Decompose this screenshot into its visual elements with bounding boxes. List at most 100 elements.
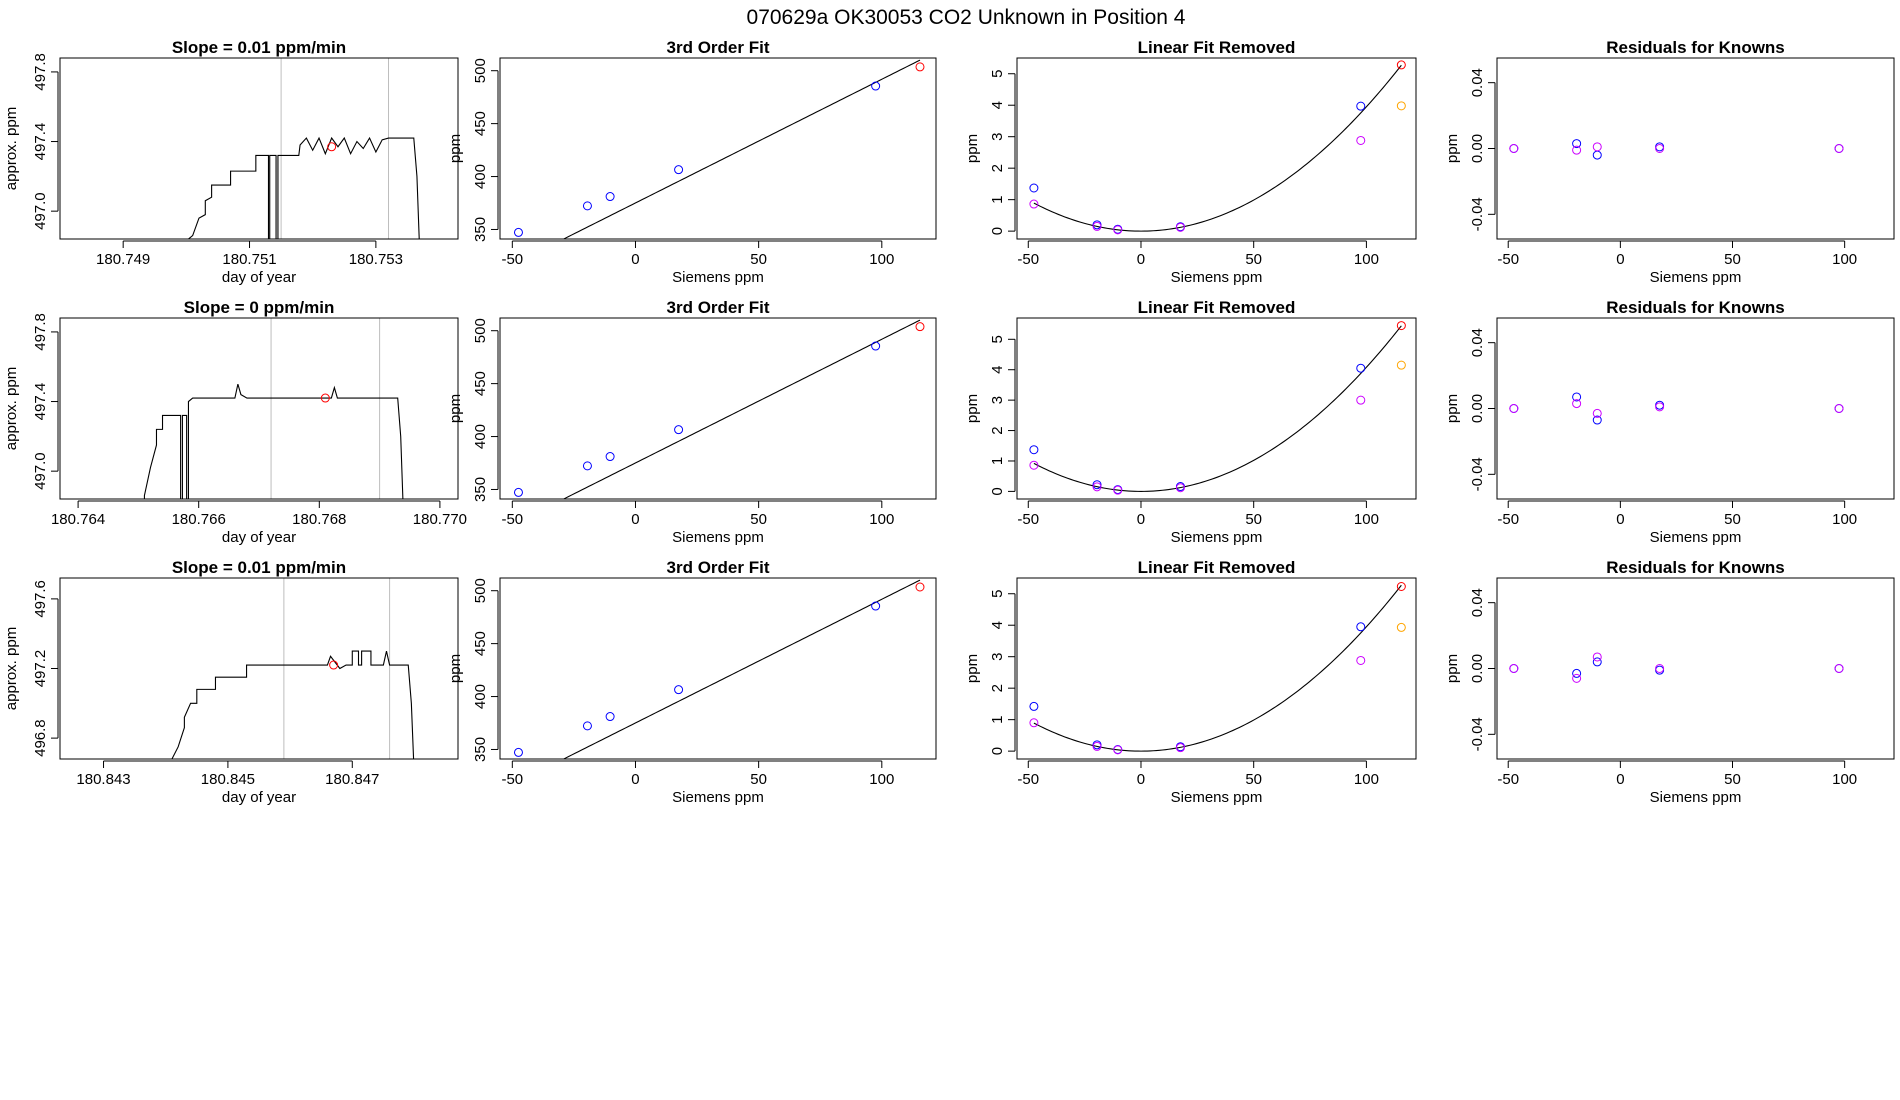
plot-area [171,578,415,759]
y-tick-label: 350 [472,737,489,762]
data-point [1113,485,1123,495]
x-axis-label: Siemens ppm [1650,269,1742,286]
plot-area [1509,139,1844,160]
y-axis-label: ppm [447,654,464,683]
x-tick-label: 0 [631,511,639,528]
x-tick-label: 50 [750,771,767,788]
y-tick-label: 497.4 [32,123,49,161]
panel-lin-3: Linear Fit Removed -50 0 50 100 Siemens ppm 0 1… [964,558,1417,806]
x-tick-label: 0 [1137,511,1145,528]
plot-area [513,59,925,239]
data-point [1655,402,1665,412]
plot-area [1509,392,1844,425]
series-line [143,383,404,499]
data-point [1092,480,1102,490]
x-axis-label: Siemens ppm [672,269,764,286]
x-axis: 180.749 180.751 180.753 day of year [96,240,403,286]
y-axis: -0.04 0.00 0.04 ppm [1444,68,1496,231]
panel-title: Linear Fit Removed [1138,558,1296,577]
data-point [582,201,592,211]
x-axis-label: day of year [222,269,296,286]
plot-frame [1016,317,1417,500]
y-axis: 350 400 450 500 ppm [447,318,499,502]
y-tick-label: 350 [472,477,489,502]
x-tick-label: -50 [1017,251,1039,268]
data-point [1572,399,1582,409]
panel-res-2: Residuals for Knowns -50 0 50 100 Siemens ppm… [1444,298,1895,546]
x-tick-label: -50 [1497,771,1519,788]
y-axis-label: ppm [964,394,981,423]
panel-title: 3rd Order Fit [667,298,770,317]
data-point [1834,664,1844,673]
data-point [513,487,523,497]
y-axis-label: ppm [964,134,981,163]
data-point [1396,622,1406,632]
panel-fit-1: 3rd Order Fit -50 0 50 100 Siemens ppm 350 400 4… [447,38,937,286]
data-point [871,341,881,351]
data-point [329,660,339,670]
x-tick-label: 50 [1245,251,1262,268]
x-axis: -50 0 50 100 Siemens ppm [1017,500,1379,546]
panel-title: Linear Fit Removed [1138,298,1296,317]
y-tick-label: 497.0 [32,192,49,230]
panel-lin-2: Linear Fit Removed -50 0 50 100 Siemens ppm 0 1… [964,298,1417,546]
x-axis-label: Siemens ppm [1171,529,1263,546]
y-tick-label: 497.4 [32,383,49,421]
y-tick-label: 497.0 [32,452,49,490]
data-point [871,81,881,91]
data-point [513,747,523,757]
x-axis-label: Siemens ppm [1171,269,1263,286]
data-point [1396,101,1406,111]
x-axis: 180.843 180.845 180.847 day of year [76,760,379,806]
data-point [1509,664,1519,673]
data-point [605,452,615,462]
x-tick-label: 100 [1832,511,1857,528]
x-axis: -50 0 50 100 Siemens ppm [1017,240,1379,286]
data-point [1834,404,1844,413]
y-axis-label: ppm [1444,134,1461,163]
y-tick-label: 5 [989,590,1006,598]
x-axis: -50 0 50 100 Siemens ppm [1497,760,1857,806]
x-tick-label: -50 [1017,511,1039,528]
x-tick-label: 50 [1245,771,1262,788]
y-tick-label: 4 [989,366,1006,374]
data-point [1356,363,1366,373]
y-tick-label: 497.8 [32,53,49,91]
data-point [674,165,684,175]
y-tick-label: 0.04 [1469,328,1486,357]
x-tick-label: 50 [750,251,767,268]
panel-title: Residuals for Knowns [1606,298,1785,317]
data-point [1356,395,1366,405]
x-tick-label: -50 [1497,511,1519,528]
y-tick-label: 400 [472,424,489,449]
fit-curve [1033,64,1402,232]
panel-title: 3rd Order Fit [667,558,770,577]
plot-area [1029,321,1406,495]
data-point [1175,743,1185,753]
panel-fit-2: 3rd Order Fit -50 0 50 100 Siemens ppm 350 400 4… [447,298,937,546]
data-point [1113,745,1123,755]
y-axis-label: approx. ppm [3,627,20,710]
plot-frame [499,317,937,500]
figure-title: 070629a OK30053 CO2 Unknown in Position … [747,6,1186,29]
data-point [1572,673,1582,683]
y-axis: 0 1 2 3 4 5 ppm [964,335,1016,496]
panel-res-3: Residuals for Knowns -50 0 50 100 Siemens ppm… [1444,558,1895,806]
x-axis: -50 0 50 100 Siemens ppm [501,500,894,546]
y-tick-label: 497.8 [32,313,49,351]
y-tick-label: 3 [989,396,1006,404]
x-axis: -50 0 50 100 Siemens ppm [1017,760,1379,806]
data-point [1592,415,1602,425]
data-point [1029,460,1039,470]
y-axis: 0 1 2 3 4 5 ppm [964,590,1016,755]
data-point [1592,150,1602,160]
data-point [1572,392,1582,402]
x-tick-label: -50 [501,511,523,528]
data-point [1592,408,1602,418]
x-tick-label: 50 [1724,771,1741,788]
y-tick-label: 400 [472,684,489,709]
x-tick-label: 0 [631,251,639,268]
x-tick-label: 0 [1616,251,1624,268]
x-axis: -50 0 50 100 Siemens ppm [501,760,894,806]
